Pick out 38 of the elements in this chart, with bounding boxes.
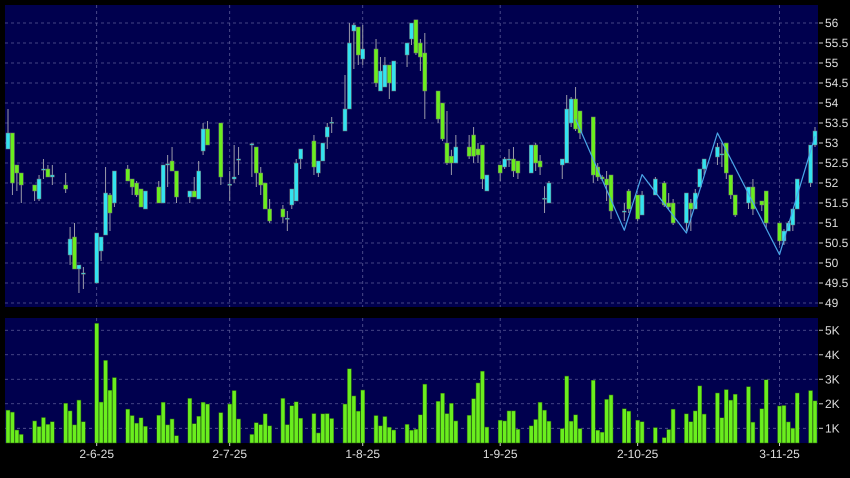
candlestick [227, 170, 232, 202]
y-tick-label: 53 [825, 136, 839, 150]
x-tick-label: 1-9-25 [482, 447, 518, 461]
x-tick-label: 2-10-25 [616, 447, 659, 461]
candlestick [352, 22, 356, 70]
candlestick [471, 126, 476, 164]
y-tick-label: 4K [825, 348, 840, 362]
y-tick-label: 55.5 [825, 36, 849, 50]
y-tick-label: 52 [825, 176, 839, 190]
y-tick-label: 2K [825, 396, 840, 411]
x-tick-label: 3-11-25 [759, 447, 800, 461]
y-tick-label: 1K [825, 421, 840, 436]
y-tick-label: 51 [825, 216, 839, 230]
y-tick-label: 49 [825, 296, 839, 310]
candlestick [188, 190, 192, 204]
candlestick [404, 42, 410, 68]
y-tick-label: 49.5 [825, 276, 849, 290]
y-tick-label: 3K [825, 372, 840, 386]
x-tick-label: 1-8-25 [345, 447, 380, 461]
y-tick-label: 52.5 [825, 156, 849, 170]
y-tick-label: 54 [825, 96, 839, 110]
y-tick-label: 53.5 [825, 116, 849, 130]
x-tick-label: 2-6-25 [79, 447, 114, 461]
y-tick-label: 51.5 [825, 196, 849, 210]
y-tick-label: 50 [825, 256, 839, 270]
candlestick [360, 24, 365, 66]
y-tick-label: 56 [825, 16, 839, 30]
candlestick [653, 176, 658, 196]
candlestick [63, 172, 68, 194]
y-tick-label: 55 [825, 56, 839, 70]
y-tick-label: 50.5 [825, 236, 849, 250]
y-tick-label: 54.5 [825, 76, 849, 90]
candlestick [640, 190, 644, 216]
x-tick-label: 2-7-25 [212, 447, 248, 461]
candlestick [250, 142, 254, 178]
candlestick [715, 142, 720, 166]
candlestick [280, 204, 286, 224]
y-tick-label: 5K [825, 323, 840, 338]
